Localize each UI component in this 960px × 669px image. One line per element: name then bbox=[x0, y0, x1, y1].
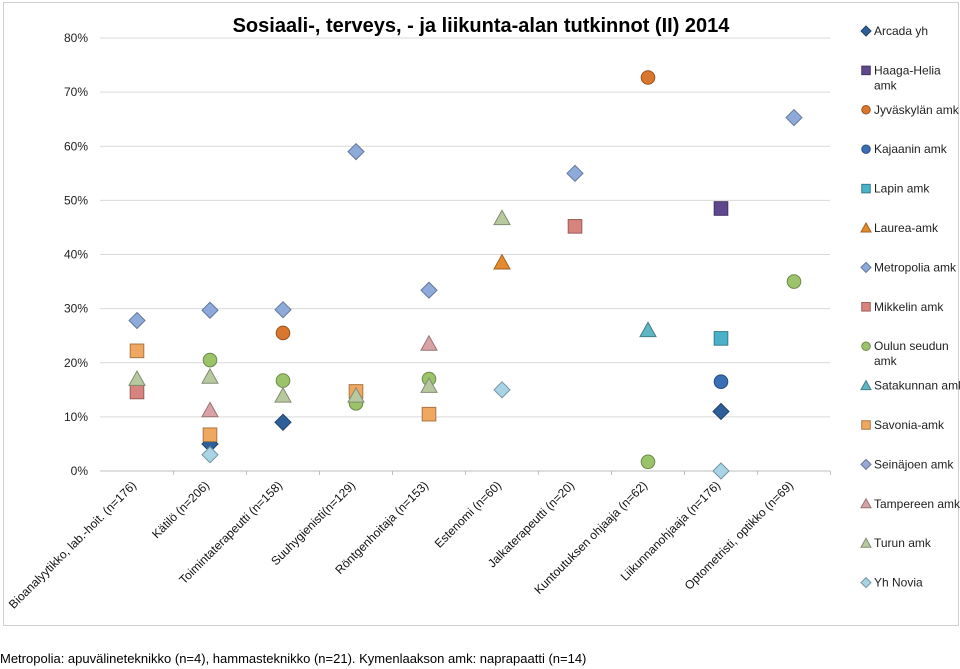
data-point bbox=[786, 274, 802, 289]
data-point bbox=[493, 381, 511, 399]
data-point bbox=[347, 142, 365, 161]
legend-label: Kajaanin amk bbox=[874, 142, 948, 156]
data-markers bbox=[128, 70, 803, 480]
legend-marker bbox=[860, 25, 872, 37]
legend-label: Jyväskylän amk bbox=[874, 103, 960, 117]
data-point bbox=[202, 427, 218, 443]
data-point bbox=[421, 406, 437, 422]
data-point bbox=[201, 367, 219, 384]
data-point bbox=[201, 301, 219, 319]
y-tick-label: 40% bbox=[64, 248, 88, 262]
data-point bbox=[201, 401, 219, 418]
legend-label: Turun amk bbox=[874, 536, 932, 550]
data-point bbox=[713, 374, 729, 389]
data-point bbox=[713, 331, 729, 346]
legend-label: Laurea-amk bbox=[874, 221, 939, 235]
data-point bbox=[275, 325, 291, 341]
data-point bbox=[493, 209, 511, 226]
legend-label: Oulun seudun amk bbox=[874, 339, 949, 368]
legend-marker bbox=[860, 576, 872, 589]
data-point bbox=[129, 343, 145, 359]
data-point bbox=[128, 369, 146, 386]
data-point bbox=[640, 70, 656, 85]
legend-marker bbox=[860, 261, 872, 274]
data-point bbox=[493, 253, 511, 270]
legend-label: Savonia-amk bbox=[874, 418, 945, 432]
x-tick-label: Kätilö (n=206) bbox=[149, 478, 212, 541]
y-tick-label: 70% bbox=[64, 85, 88, 99]
legend-marker bbox=[861, 183, 871, 194]
y-axis-ticks: 0% 10% 20% 30% 40% 50% 60% 70% 80% bbox=[64, 31, 88, 478]
y-tick-label: 60% bbox=[64, 139, 88, 153]
legend-label: Seinäjoen amk bbox=[874, 457, 954, 471]
legend-marker bbox=[860, 537, 872, 548]
data-point bbox=[713, 201, 729, 216]
gridlines bbox=[100, 37, 830, 472]
data-point bbox=[274, 413, 292, 431]
legend-marker bbox=[860, 221, 872, 233]
y-tick-label: 10% bbox=[64, 410, 88, 424]
x-tick-label: Bioanalyytikko, lab.-hoit. (n=176) bbox=[6, 478, 139, 611]
data-point bbox=[420, 376, 438, 393]
legend-marker bbox=[860, 458, 872, 471]
data-point bbox=[420, 334, 438, 351]
data-point bbox=[785, 108, 803, 127]
data-point bbox=[129, 384, 145, 400]
data-point bbox=[567, 219, 583, 234]
x-tick-label: Estenomi (n=60) bbox=[432, 478, 504, 550]
legend-marker bbox=[860, 497, 872, 509]
legend-marker bbox=[861, 144, 871, 154]
legend-label: Satakunnan amk bbox=[874, 379, 960, 393]
legend-label: Lapin amk bbox=[874, 182, 930, 196]
legend-marker bbox=[861, 420, 871, 430]
y-tick-label: 80% bbox=[64, 31, 88, 45]
x-axis-ticks: Bioanalyytikko, lab.-hoit. (n=176) Kätilö… bbox=[6, 471, 831, 611]
chart-title: Sosiaali-, terveys, - ja liikunta-alan t… bbox=[233, 15, 731, 37]
legend-label: Mikkelin amk bbox=[874, 300, 944, 314]
footnote: Metropolia: apuvälineteknikko (n=4), ham… bbox=[0, 651, 587, 666]
legend-marker bbox=[860, 379, 872, 391]
data-point bbox=[128, 311, 146, 330]
data-point bbox=[639, 321, 657, 338]
legend-label: Yh Novia bbox=[874, 576, 923, 590]
data-point bbox=[420, 281, 438, 299]
data-point bbox=[712, 402, 730, 421]
data-point bbox=[640, 454, 656, 470]
data-point bbox=[274, 386, 292, 403]
legend-label: Tampereen amk bbox=[874, 497, 960, 511]
legend-label: Haaga-Helia amk bbox=[874, 63, 941, 92]
y-tick-label: 20% bbox=[64, 356, 88, 370]
data-point bbox=[274, 301, 292, 319]
legend-marker bbox=[861, 65, 871, 76]
legend: Arcada yh Haaga-Helia amk Jyväskylän amk Kaj… bbox=[860, 24, 960, 590]
legend-marker bbox=[861, 341, 871, 351]
data-point bbox=[712, 462, 730, 480]
y-tick-label: 50% bbox=[64, 193, 88, 207]
data-point bbox=[202, 352, 218, 368]
y-tick-label: 30% bbox=[64, 302, 88, 316]
legend-label: Metropolia amk bbox=[874, 260, 957, 274]
legend-marker bbox=[861, 105, 871, 115]
legend-label: Arcada yh bbox=[874, 24, 928, 38]
y-tick-label: 0% bbox=[71, 464, 89, 478]
data-point bbox=[275, 373, 291, 388]
scatter-chart: Sosiaali-, terveys, - ja liikunta-alan t… bbox=[6, 15, 960, 611]
legend-marker bbox=[861, 302, 871, 312]
data-point bbox=[201, 446, 219, 464]
chart-frame bbox=[3, 2, 959, 626]
data-point bbox=[566, 164, 584, 183]
data-point bbox=[347, 386, 365, 403]
